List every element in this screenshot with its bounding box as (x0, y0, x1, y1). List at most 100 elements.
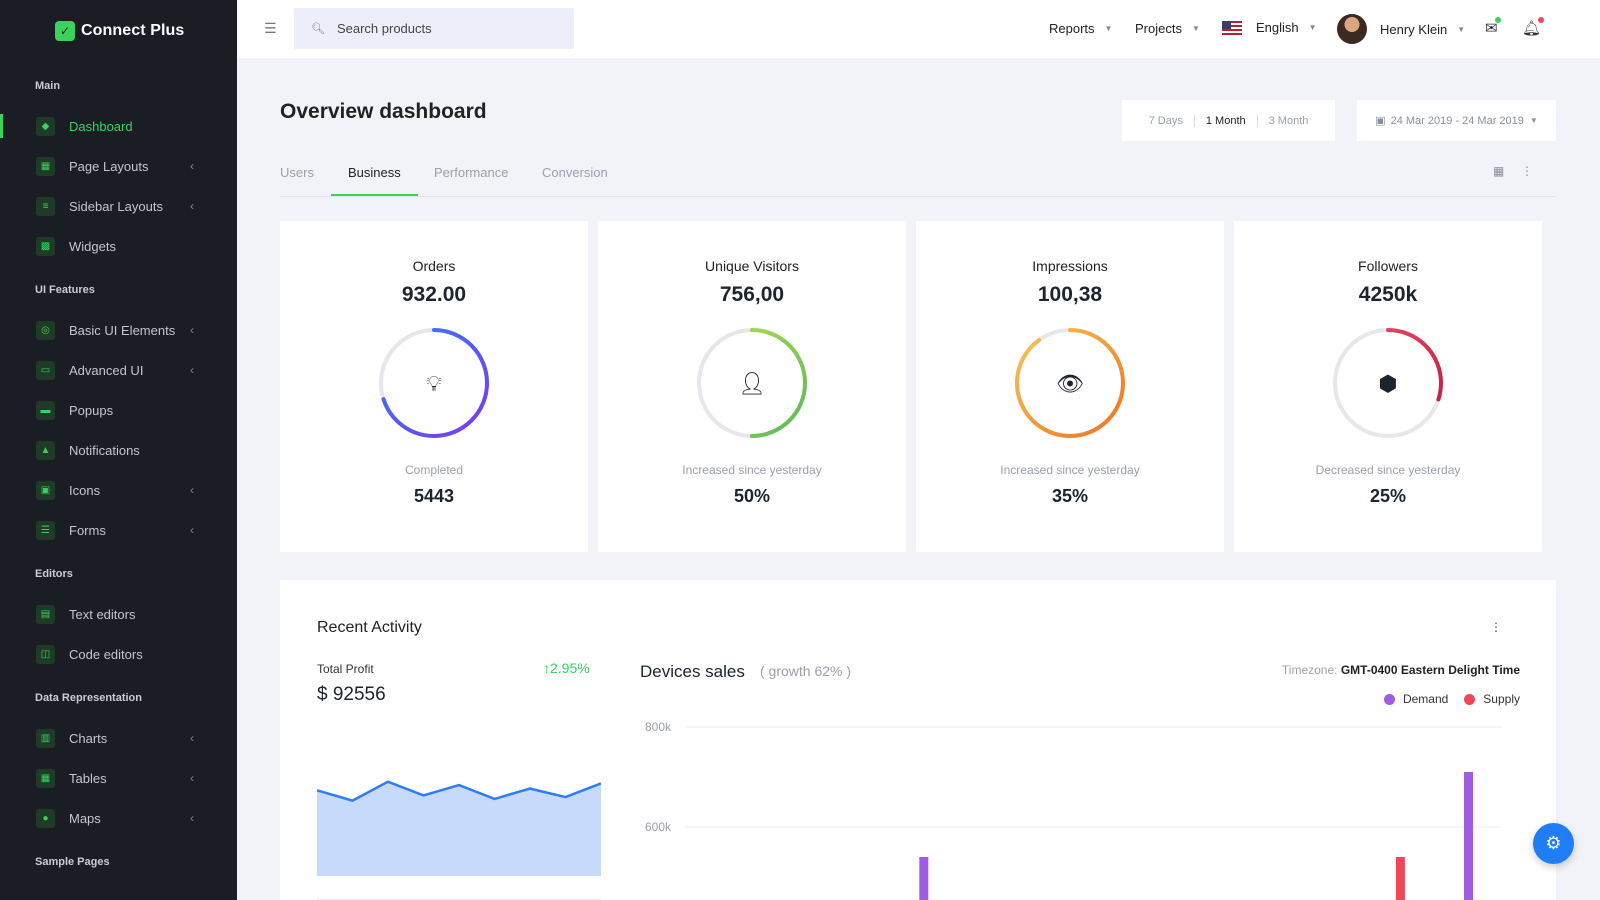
sidebar-item-code-editors[interactable]: ◫ Code editors (0, 634, 237, 674)
sidebar-item-notifications[interactable]: ▲ Notifications (0, 430, 237, 470)
stat-card-value: 100,38 (1037, 283, 1103, 306)
sidebar-item-tables[interactable]: ▦ Tables ‹ (0, 758, 237, 798)
profit-area-chart (317, 780, 601, 900)
nav-section-title: Sample Pages (35, 856, 110, 868)
sidebar-item-sidebar-layouts[interactable]: ≡ Sidebar Layouts ‹ (0, 186, 237, 226)
chevron-down-icon: ▼ (1529, 116, 1538, 125)
brand[interactable]: ✓ Connect Plus (0, 0, 237, 62)
stat-card-title: Orders (412, 258, 456, 274)
sidebar-nav: Main ◆ Dashboard ▦ Page Layouts ‹ ≡ Sidebar Lay… (0, 80, 237, 868)
devices-sales-bar-chart: 800k 600k (645, 720, 1502, 900)
chart-icon: ▥ (36, 728, 55, 748)
monitor-icon: ▭ (36, 360, 55, 380)
stat-card-stat: 25% (1369, 486, 1407, 506)
total-profit-growth-value: 2.95% (550, 660, 590, 676)
sidebar-item-advanced-ui[interactable]: ▭ Advanced UI ‹ (0, 350, 237, 390)
sidebar-item-forms[interactable]: ☰ Forms ‹ (0, 510, 237, 550)
sidebar-item-dashboard[interactable]: ◆ Dashboard (0, 106, 237, 146)
sidebar: ✓ Connect Plus Main ◆ Dashboard ▦ Page Layou… (0, 0, 237, 900)
tab-business[interactable]: Business (348, 165, 401, 180)
sidebar-item-icons[interactable]: ▣ Icons ‹ (0, 470, 237, 510)
devices-sales-growth: ( growth 62% ) (760, 663, 852, 679)
y-tick-label: 600k (645, 820, 672, 834)
gear-icon: ⚙ (1545, 833, 1562, 853)
user-name: Henry Klein (1380, 21, 1448, 37)
bell-icon: ▲ (36, 440, 55, 460)
menu-toggle-icon[interactable]: ☰ (264, 20, 277, 36)
tab-conversion[interactable]: Conversion (542, 165, 608, 180)
nav-section-title: Editors (35, 568, 73, 580)
sidebar-item-label: Charts (69, 730, 108, 746)
user-menu[interactable]: Henry Klein ▼ (1337, 14, 1465, 44)
main-content: Overview dashboard 7 Days 1 Month 3 Mont… (237, 58, 1600, 900)
us-flag-icon (1222, 20, 1242, 35)
bell-icon[interactable]: 🔔︎ (1522, 17, 1545, 37)
bar-supply (1395, 857, 1405, 900)
code-icon: ◫ (36, 644, 55, 664)
profit-line (317, 780, 601, 802)
chevron-down-icon: ▼ (1104, 24, 1113, 33)
tab-users[interactable]: Users (280, 165, 314, 180)
range-1-month[interactable]: 1 Month (1205, 114, 1246, 127)
tab-performance[interactable]: Performance (434, 165, 509, 180)
language-menu[interactable]: English ▼ (1222, 20, 1317, 35)
sidebar-item-label: Icons (69, 482, 101, 498)
more-vertical-icon[interactable]: ⋮ (1490, 620, 1502, 634)
chevron-left-icon: ‹ (190, 731, 194, 745)
supply-swatch (1464, 693, 1476, 705)
sidebar-item-label: Text editors (69, 606, 136, 622)
timezone-label: Timezone: (1281, 663, 1338, 677)
timezone: Timezone: GMT-0400 Eastern Delight Time (1282, 663, 1520, 677)
total-profit-value: $ 92556 (317, 684, 386, 705)
sidebar-item-basic-ui-elements[interactable]: ◎ Basic UI Elements ‹ (0, 310, 237, 350)
sidebar-item-maps[interactable]: ● Maps ‹ (0, 798, 237, 838)
progress-ring-fill (379, 328, 489, 438)
mail-icon[interactable]: ✉ (1485, 17, 1501, 37)
sidebar-item-widgets[interactable]: ▩ Widgets (0, 226, 237, 266)
stat-card-label: Increased since yesterday (682, 463, 822, 477)
bar-demand (919, 857, 929, 900)
progress-ring: 👤︎ (697, 328, 807, 438)
sidebar-item-text-editors[interactable]: ▤ Text editors (0, 594, 237, 634)
progress-ring-fill (1333, 328, 1443, 438)
chevron-left-icon: ‹ (190, 523, 194, 537)
timezone-value: GMT-0400 Eastern Delight Time (1340, 663, 1520, 677)
sidebar-item-popups[interactable]: ▬ Popups (0, 390, 237, 430)
total-profit-label: Total Profit (317, 662, 374, 676)
range-7-days[interactable]: 7 Days (1148, 114, 1183, 127)
stat-card-value: 932.00 (401, 283, 467, 306)
sidebar-item-label: Page Layouts (69, 158, 149, 174)
sidebar-item-label: Sidebar Layouts (69, 198, 163, 214)
search-input[interactable] (336, 21, 557, 36)
stat-card-orders: Orders 932.00 💡︎ Completed 5443 (280, 221, 588, 552)
stat-card-label: Increased since yesterday (1000, 463, 1140, 477)
date-range-picker[interactable]: ▣ 24 Mar 2019 - 24 Mar 2019 ▼ (1357, 100, 1556, 141)
sidebar-item-label: Maps (69, 810, 101, 826)
avatar (1337, 14, 1367, 44)
arrow-up-icon: ↑ (543, 660, 550, 676)
tab-bar: Users Business Performance Conversion ▦ … (280, 158, 1556, 197)
more-vertical-icon[interactable]: ⋮ (1521, 164, 1533, 178)
sidebar-item-label: Notifications (69, 442, 140, 458)
projects-menu[interactable]: Projects ▼ (1135, 21, 1200, 36)
sidebar-item-label: Advanced UI (69, 362, 144, 378)
sidebar-item-label: Popups (69, 402, 114, 418)
grid-view-icon[interactable]: ▦ (1493, 164, 1505, 178)
sidebar-item-charts[interactable]: ▥ Charts ‹ (0, 718, 237, 758)
sidebar-item-label: Code editors (69, 646, 143, 662)
legend-demand-label: Demand (1402, 692, 1449, 706)
reports-label: Reports (1049, 21, 1095, 36)
settings-fab-button[interactable]: ⚙ (1533, 823, 1574, 864)
grid-icon: ▦ (36, 156, 55, 176)
range-3-month[interactable]: 3 Month (1268, 114, 1309, 127)
stat-card-impressions: Impressions 100,38 👁︎ Increased since ye… (916, 221, 1224, 552)
legend-supply: Supply (1464, 692, 1520, 706)
sales-legend: Demand Supply (1383, 692, 1520, 706)
stat-card-stat: 50% (733, 486, 771, 506)
stat-card-title: Impressions (1032, 258, 1108, 274)
total-profit-growth: ↑2.95% (543, 660, 590, 676)
profit-area (317, 781, 601, 876)
reports-menu[interactable]: Reports ▼ (1049, 21, 1112, 36)
sidebar-item-label: Widgets (69, 238, 116, 254)
sidebar-item-page-layouts[interactable]: ▦ Page Layouts ‹ (0, 146, 237, 186)
